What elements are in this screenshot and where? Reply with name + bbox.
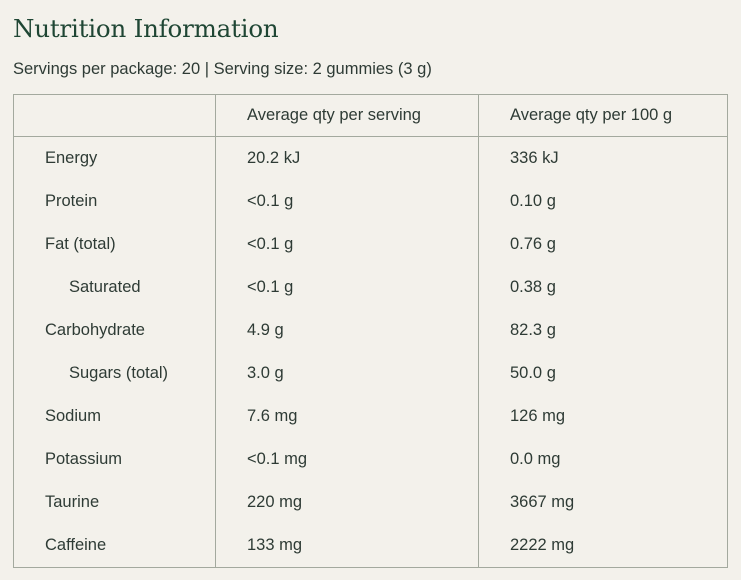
header-per-serving: Average qty per serving [215, 94, 479, 137]
per-serving-value: 20.2 kJ [215, 136, 479, 180]
per-serving-value: 7.6 mg [215, 395, 479, 438]
nutrient-name: Protein [13, 180, 216, 223]
nutrient-name: Taurine [13, 481, 216, 524]
per-serving-value: <0.1 mg [215, 438, 479, 481]
per-100g-value: 336 kJ [478, 136, 728, 180]
nutrient-name: Sodium [13, 395, 216, 438]
nutrition-table: Average qty per serving Average qty per … [13, 94, 728, 568]
table-row: Sugars (total) 3.0 g 50.0 g [13, 352, 728, 395]
table-row: Potassium <0.1 mg 0.0 mg [13, 438, 728, 481]
table-row: Fat (total) <0.1 g 0.76 g [13, 223, 728, 266]
per-100g-value: 50.0 g [478, 352, 728, 395]
nutrient-name: Carbohydrate [13, 309, 216, 352]
per-serving-value: 220 mg [215, 481, 479, 524]
nutrient-name: Fat (total) [13, 223, 216, 266]
per-serving-value: 3.0 g [215, 352, 479, 395]
table-row: Protein <0.1 g 0.10 g [13, 180, 728, 223]
per-100g-value: 82.3 g [478, 309, 728, 352]
per-100g-value: 0.76 g [478, 223, 728, 266]
nutrient-name: Energy [13, 136, 216, 180]
header-per-100g: Average qty per 100 g [478, 94, 728, 137]
table-row: Carbohydrate 4.9 g 82.3 g [13, 309, 728, 352]
serving-info: Servings per package: 20 | Serving size:… [13, 60, 432, 78]
table-row: Saturated <0.1 g 0.38 g [13, 266, 728, 309]
per-serving-value: <0.1 g [215, 266, 479, 309]
nutrient-name: Potassium [13, 438, 216, 481]
per-100g-value: 126 mg [478, 395, 728, 438]
table-row: Sodium 7.6 mg 126 mg [13, 395, 728, 438]
per-100g-value: 0.0 mg [478, 438, 728, 481]
table-row: Energy 20.2 kJ 336 kJ [13, 136, 728, 180]
per-100g-value: 0.38 g [478, 266, 728, 309]
per-100g-value: 2222 mg [478, 524, 728, 568]
per-100g-value: 3667 mg [478, 481, 728, 524]
nutrient-name: Saturated [13, 266, 216, 309]
per-serving-value: 133 mg [215, 524, 479, 568]
per-serving-value: <0.1 g [215, 180, 479, 223]
nutrient-name: Sugars (total) [13, 352, 216, 395]
per-100g-value: 0.10 g [478, 180, 728, 223]
table-row: Taurine 220 mg 3667 mg [13, 481, 728, 524]
page-title: Nutrition Information [13, 14, 279, 43]
header-nutrient [13, 94, 216, 137]
nutrient-name: Caffeine [13, 524, 216, 568]
table-header-row: Average qty per serving Average qty per … [13, 94, 728, 137]
per-serving-value: <0.1 g [215, 223, 479, 266]
per-serving-value: 4.9 g [215, 309, 479, 352]
table-row: Caffeine 133 mg 2222 mg [13, 524, 728, 568]
